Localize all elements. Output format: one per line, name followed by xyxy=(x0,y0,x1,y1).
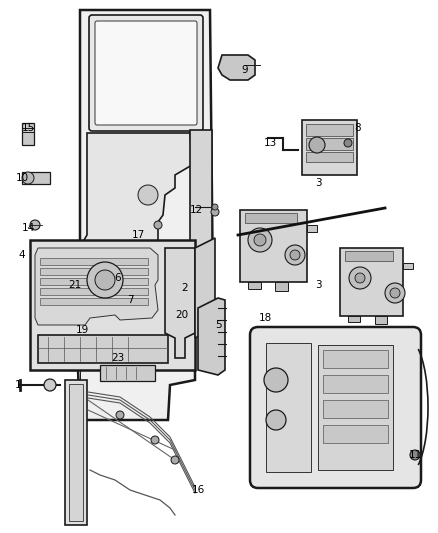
Circle shape xyxy=(171,456,179,464)
Bar xyxy=(22,172,50,184)
Text: 1: 1 xyxy=(15,380,21,390)
Circle shape xyxy=(212,204,218,210)
Circle shape xyxy=(355,273,365,283)
Bar xyxy=(306,152,353,162)
Bar xyxy=(348,316,360,322)
Circle shape xyxy=(264,368,288,392)
Circle shape xyxy=(285,245,305,265)
Bar xyxy=(266,343,311,472)
Bar xyxy=(306,124,353,136)
Polygon shape xyxy=(84,133,192,280)
Text: 2: 2 xyxy=(182,283,188,293)
Text: 16: 16 xyxy=(191,485,205,495)
Polygon shape xyxy=(165,248,195,358)
Text: 4: 4 xyxy=(19,250,25,260)
Bar xyxy=(22,123,34,145)
Bar xyxy=(69,384,83,521)
Bar xyxy=(275,282,288,291)
Text: 13: 13 xyxy=(263,138,277,148)
Circle shape xyxy=(290,250,300,260)
Bar xyxy=(100,365,155,381)
Polygon shape xyxy=(72,10,213,420)
Circle shape xyxy=(410,450,420,460)
Circle shape xyxy=(44,379,56,391)
Bar xyxy=(302,120,357,175)
Circle shape xyxy=(390,288,400,298)
Circle shape xyxy=(211,208,219,216)
Text: 15: 15 xyxy=(21,123,35,133)
Circle shape xyxy=(254,234,266,246)
Bar xyxy=(40,278,148,285)
Text: 20: 20 xyxy=(176,310,189,320)
Polygon shape xyxy=(198,298,225,375)
Bar xyxy=(190,130,212,310)
Bar xyxy=(40,258,148,265)
Bar xyxy=(323,400,388,418)
Bar xyxy=(40,288,148,295)
Text: 21: 21 xyxy=(68,280,81,290)
Bar xyxy=(340,248,403,316)
FancyBboxPatch shape xyxy=(89,15,203,131)
Bar xyxy=(323,350,388,368)
Bar xyxy=(307,225,317,232)
Bar xyxy=(40,268,148,275)
Circle shape xyxy=(116,411,124,419)
Text: 10: 10 xyxy=(15,173,28,183)
Bar xyxy=(245,213,297,223)
Bar xyxy=(40,298,148,305)
Circle shape xyxy=(87,262,123,298)
Text: 19: 19 xyxy=(75,325,88,335)
Text: 17: 17 xyxy=(131,230,145,240)
Bar xyxy=(345,251,393,261)
Circle shape xyxy=(385,283,405,303)
Text: 23: 23 xyxy=(111,353,125,363)
Bar xyxy=(323,425,388,443)
Bar xyxy=(306,138,353,150)
Text: 3: 3 xyxy=(314,280,321,290)
Polygon shape xyxy=(218,55,255,80)
Text: 18: 18 xyxy=(258,313,272,323)
Bar xyxy=(323,375,388,393)
Text: 8: 8 xyxy=(355,123,361,133)
Circle shape xyxy=(95,270,115,290)
Circle shape xyxy=(151,436,159,444)
Circle shape xyxy=(309,137,325,153)
Text: 14: 14 xyxy=(21,223,35,233)
Circle shape xyxy=(248,228,272,252)
Bar xyxy=(248,282,261,289)
FancyBboxPatch shape xyxy=(250,327,421,488)
Bar xyxy=(318,345,393,470)
Bar xyxy=(30,240,195,370)
Circle shape xyxy=(154,221,162,229)
Text: 3: 3 xyxy=(314,178,321,188)
Circle shape xyxy=(349,267,371,289)
Polygon shape xyxy=(195,238,215,338)
Text: 6: 6 xyxy=(115,273,121,283)
FancyBboxPatch shape xyxy=(95,21,197,125)
Circle shape xyxy=(22,172,34,184)
Circle shape xyxy=(30,220,40,230)
Circle shape xyxy=(344,139,352,147)
Text: 7: 7 xyxy=(127,295,133,305)
Bar xyxy=(375,316,387,324)
Circle shape xyxy=(266,410,286,430)
Text: 5: 5 xyxy=(215,320,221,330)
Bar xyxy=(403,263,413,269)
Circle shape xyxy=(138,185,158,205)
Text: 11: 11 xyxy=(408,450,422,460)
Bar xyxy=(65,380,87,525)
Text: 12: 12 xyxy=(189,205,203,215)
Polygon shape xyxy=(35,248,158,325)
Bar xyxy=(38,335,168,363)
Text: 9: 9 xyxy=(242,65,248,75)
Bar xyxy=(240,210,307,282)
